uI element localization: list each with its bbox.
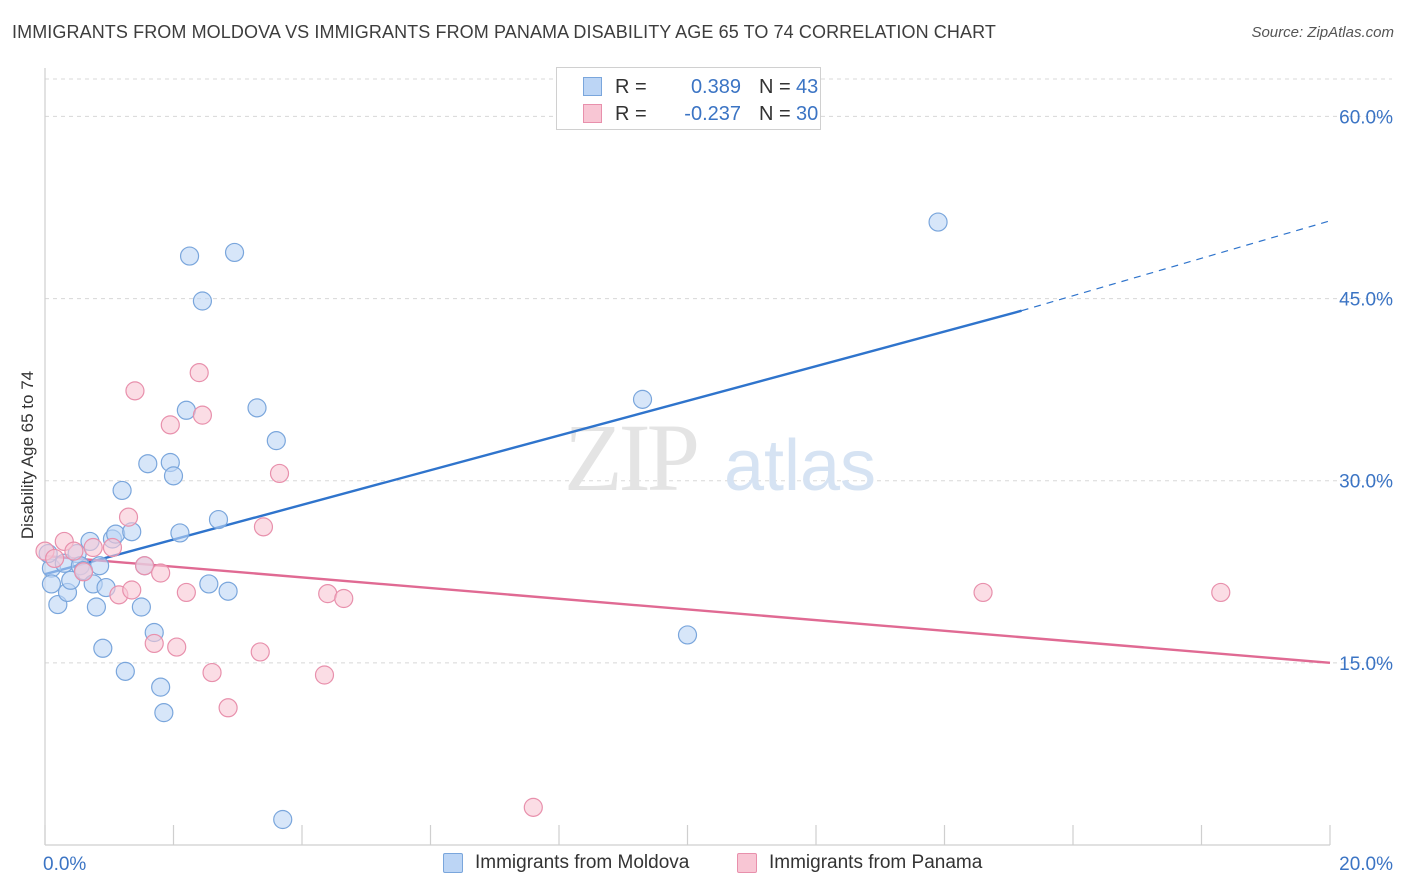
legend-swatch-panama [583, 104, 602, 123]
point-panama [189, 363, 209, 383]
point-panama [83, 537, 103, 558]
point-moldova [224, 242, 245, 263]
point-panama [523, 797, 543, 817]
chart-title: IMMIGRANTS FROM MOLDOVA VS IMMIGRANTS FR… [12, 22, 996, 42]
point-moldova [179, 246, 200, 266]
point-moldova [928, 212, 948, 232]
point-moldova [93, 638, 113, 658]
legend-n-value-panama: 30 [796, 103, 819, 125]
legend-r-label: R = [615, 103, 647, 125]
data-points [35, 212, 1231, 830]
point-moldova [208, 509, 229, 530]
point-panama [218, 698, 238, 718]
point-panama [118, 507, 139, 527]
point-panama [134, 556, 155, 576]
gridlines [45, 78, 1392, 664]
legend-r-value-moldova: 0.389 [690, 76, 741, 98]
legend-n-label: N = [759, 103, 791, 125]
tick-labels: 15.0% 30.0% 45.0% 60.0% 0.0% 20.0% [43, 107, 1393, 875]
x-tick-label: 20.0% [1339, 854, 1393, 875]
point-moldova [266, 431, 286, 451]
point-moldova [218, 581, 238, 601]
bottom-legend-swatch-moldova [443, 853, 463, 873]
point-panama [151, 563, 171, 583]
point-moldova [154, 703, 174, 723]
point-panama [144, 633, 164, 654]
legend-swatch-moldova [583, 77, 602, 96]
point-panama [160, 415, 180, 435]
point-panama [73, 562, 94, 582]
point-panama [64, 541, 84, 561]
point-panama [253, 517, 274, 537]
point-moldova [632, 389, 653, 409]
point-panama [102, 537, 123, 558]
point-moldova [176, 400, 196, 420]
trend-lines [44, 220, 1331, 665]
point-panama [45, 548, 65, 569]
point-moldova [138, 454, 158, 474]
point-panama [125, 381, 145, 401]
point-panama [167, 637, 187, 657]
point-panama [973, 582, 993, 603]
bottom-legend-label-panama: Immigrants from Panama [769, 852, 983, 873]
point-moldova [86, 597, 107, 617]
point-panama [334, 588, 354, 609]
point-moldova [90, 556, 110, 576]
watermark-atlas: atlas [724, 426, 876, 506]
point-moldova [131, 597, 151, 617]
point-panama [176, 582, 196, 603]
point-moldova [199, 574, 219, 594]
point-panama [122, 580, 142, 600]
point-panama [318, 584, 338, 604]
legend-r-label: R = [615, 76, 647, 98]
point-moldova [273, 809, 293, 830]
watermark: ZIP atlas [564, 404, 876, 511]
point-panama [202, 662, 222, 683]
legend-n-label: N = [759, 76, 791, 98]
legend-r-value-panama: -0.237 [684, 103, 741, 125]
y-axis-label: Disability Age 65 to 74 [18, 370, 37, 540]
source-label: Source: ZipAtlas.com [1251, 24, 1394, 41]
x-tick-label: 0.0% [43, 854, 86, 875]
legend-n-value-moldova: 43 [796, 76, 819, 98]
point-moldova [115, 661, 135, 681]
point-moldova [677, 625, 698, 645]
point-moldova [151, 677, 171, 697]
point-panama [1211, 582, 1231, 603]
point-moldova [192, 291, 213, 311]
trend-line-moldova-extension [1021, 220, 1331, 312]
trend-line-moldova [44, 309, 1022, 576]
y-tick-label: 60.0% [1339, 107, 1393, 128]
bottom-legend-swatch-panama [737, 853, 757, 873]
point-moldova [163, 466, 184, 486]
point-moldova [112, 480, 132, 501]
point-moldova [247, 398, 267, 418]
point-moldova [41, 574, 62, 594]
bottom-legend-label-moldova: Immigrants from Moldova [475, 852, 690, 873]
point-panama [192, 405, 213, 425]
point-panama [314, 665, 335, 685]
point-panama [269, 463, 290, 484]
y-tick-label: 15.0% [1339, 654, 1393, 675]
y-tick-label: 45.0% [1339, 290, 1393, 311]
y-tick-label: 30.0% [1339, 472, 1393, 493]
point-moldova [170, 523, 190, 543]
watermark-zip: ZIP [564, 404, 697, 511]
trend-line-panama [44, 554, 1331, 665]
axes [44, 68, 1331, 846]
correlation-legend: R = 0.389 N = 43 R = -0.237 N = 30 [556, 67, 821, 130]
point-panama [250, 642, 270, 662]
